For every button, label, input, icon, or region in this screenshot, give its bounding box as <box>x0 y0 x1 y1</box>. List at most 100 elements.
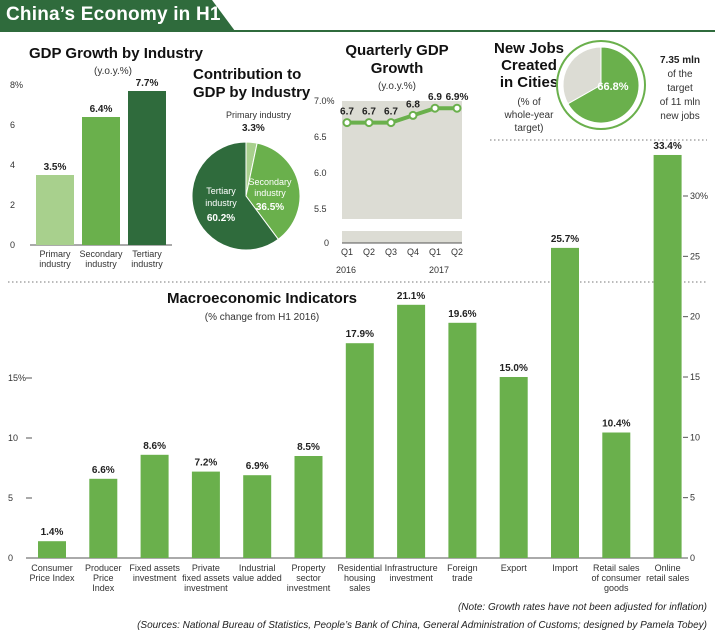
jobs-note-5: new jobs <box>660 111 699 122</box>
gdp-bar <box>128 91 166 245</box>
macro-category-label: sector <box>296 573 321 583</box>
macro-bar-value: 8.5% <box>297 442 320 453</box>
quarterly-x-tick: Q2 <box>451 247 463 257</box>
macro-bar-value: 1.4% <box>41 527 64 538</box>
macro-right-tick: 20 <box>690 312 700 322</box>
gdp-bar-value: 7.7% <box>136 78 159 89</box>
gdp-y-tick: 6 <box>10 120 15 130</box>
macro-bar-value: 15.0% <box>500 363 528 374</box>
title-banner <box>0 0 235 31</box>
pie-slice-secondary <box>245 142 301 240</box>
primary-label: Primary industry <box>226 110 292 120</box>
macro-bar-value: 19.6% <box>448 309 476 320</box>
gdp-y-tick: 8% <box>10 80 23 90</box>
macro-bar <box>602 432 631 558</box>
gdp-bar <box>82 117 120 245</box>
macro-bar-value: 17.9% <box>346 329 374 340</box>
macro-right-tick: 25 <box>690 251 700 261</box>
jobs-subtitle-1: (% of <box>517 97 541 108</box>
macro-category-label: Price <box>93 573 114 583</box>
gdp-bar-value: 6.4% <box>90 104 113 115</box>
macro-category-label: Foreign <box>447 563 478 573</box>
macro-category-label: goods <box>604 583 629 593</box>
gdp-bar-value: 3.5% <box>44 162 67 173</box>
macro-bar-value: 21.1% <box>397 291 425 302</box>
quarterly-x-tick: Q4 <box>407 247 419 257</box>
macro-category-label: Retail sales <box>593 563 640 573</box>
quarterly-y-tick: 5.5 <box>314 204 327 214</box>
macro-bar-value: 7.2% <box>195 458 218 469</box>
gdp-y-tick: 2 <box>10 200 15 210</box>
gdp-industry-subtitle: (y.o.y.%) <box>94 66 132 77</box>
page-title: China’s Economy in H1 <box>6 4 221 25</box>
quarterly-point <box>342 118 352 128</box>
quarterly-x-tick: Q1 <box>429 247 441 257</box>
macro-bar-value: 33.4% <box>653 141 681 152</box>
macro-bar-value: 10.4% <box>602 419 630 430</box>
macro-right-tick: 0 <box>690 553 695 563</box>
tertiary-value: 60.2% <box>207 213 235 224</box>
year-2016-label: 2016 <box>336 265 356 275</box>
gdp-y-tick: 0 <box>10 240 15 250</box>
quarterly-point <box>408 110 418 120</box>
jobs-note-2: of the <box>667 69 692 80</box>
quarterly-y-tick: 6.5 <box>314 132 327 142</box>
pie-slice-tertiary <box>191 141 279 251</box>
jobs-note-1: 7.35 mln <box>660 55 700 66</box>
macro-bar <box>89 478 118 558</box>
macro-category-label: value added <box>233 573 282 583</box>
jobs-note-3: target <box>667 83 693 94</box>
contribution-title-1: Contribution to <box>193 66 301 83</box>
quarterly-y-tick: 6.0 <box>314 168 327 178</box>
gdp-category-label: Tertiary <box>132 249 162 259</box>
macro-bar <box>345 343 374 558</box>
macro-right-tick: 30% <box>690 191 708 201</box>
macro-category-label: investment <box>389 573 433 583</box>
macro-category-label: Infrastructure <box>385 563 438 573</box>
tertiary-label-2: industry <box>205 198 237 208</box>
macro-bar <box>448 322 477 558</box>
quarterly-y-tick: 0 <box>324 238 329 248</box>
quarterly-x-tick: Q1 <box>341 247 353 257</box>
macro-subtitle: (% change from H1 2016) <box>205 312 320 323</box>
macro-left-tick: 15% <box>8 373 26 383</box>
macro-category-label: Industrial <box>239 563 276 573</box>
macro-category-label: fixed assets <box>182 573 230 583</box>
jobs-note-4: of 11 mln <box>660 97 700 108</box>
quarterly-line: 6.7 6.7 6.7 6.8 6.9 6.9% <box>340 92 469 128</box>
quarterly-x-tick: Q2 <box>363 247 375 257</box>
contribution-title-2: GDP by Industry <box>193 84 311 101</box>
quarterly-point <box>430 103 440 113</box>
macro-category-label: investment <box>184 583 228 593</box>
macro-category-label: Fixed assets <box>129 563 180 573</box>
tertiary-label-1: Tertiary <box>206 186 236 196</box>
footer-sources: (Sources: National Bureau of Statistics,… <box>137 620 707 631</box>
jobs-pie <box>556 40 646 130</box>
quarterly-x-tick: Q3 <box>385 247 397 257</box>
quarterly-point-label: 6.9% <box>446 92 469 103</box>
macro-title: Macroeconomic Indicators <box>167 290 357 307</box>
macro-bar <box>499 377 528 558</box>
jobs-slice-remaining <box>562 46 602 105</box>
quarterly-title-1: Quarterly GDP <box>345 42 448 59</box>
gdp-category-label: Secondary <box>79 249 123 259</box>
jobs-subtitle-2: whole-year <box>504 110 555 121</box>
macro-bar-value: 8.6% <box>143 441 166 452</box>
secondary-label-2: industry <box>254 188 286 198</box>
quarterly-y-tick: 7.0% <box>314 96 335 106</box>
quarterly-point-label: 6.8 <box>406 99 420 110</box>
jobs-title-3: in Cities <box>500 74 558 91</box>
contribution-pie <box>191 141 301 251</box>
macro-category-label: Import <box>552 563 578 573</box>
macro-bar <box>191 471 220 558</box>
secondary-label-1: Secondary <box>248 177 292 187</box>
gdp-industry-bars: 3.5%Primaryindustry6.4%Secondaryindustry… <box>36 78 166 269</box>
macro-category-label: Online <box>655 563 681 573</box>
quarterly-point-label: 6.7 <box>362 107 376 118</box>
primary-value: 3.3% <box>242 123 265 134</box>
quarterly-area-bottom <box>342 231 462 243</box>
macro-bar-value: 6.9% <box>246 461 269 472</box>
macro-category-label: investment <box>287 583 331 593</box>
title-rule <box>0 30 715 32</box>
